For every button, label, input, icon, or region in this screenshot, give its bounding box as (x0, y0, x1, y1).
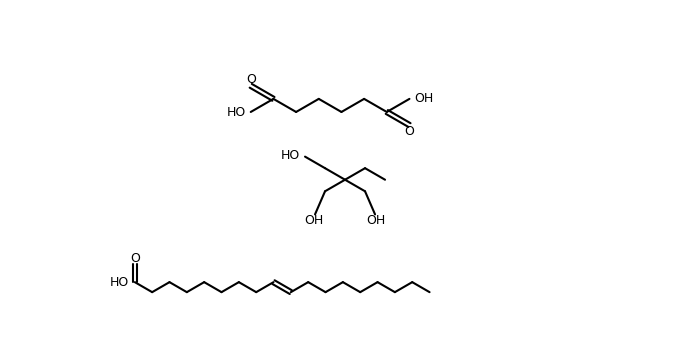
Text: OH: OH (366, 214, 385, 227)
Text: OH: OH (414, 92, 433, 105)
Text: HO: HO (110, 277, 130, 289)
Text: O: O (404, 125, 415, 138)
Text: HO: HO (281, 150, 301, 163)
Text: OH: OH (305, 214, 324, 227)
Text: O: O (130, 252, 140, 265)
Text: O: O (246, 73, 255, 86)
Text: HO: HO (227, 106, 246, 119)
